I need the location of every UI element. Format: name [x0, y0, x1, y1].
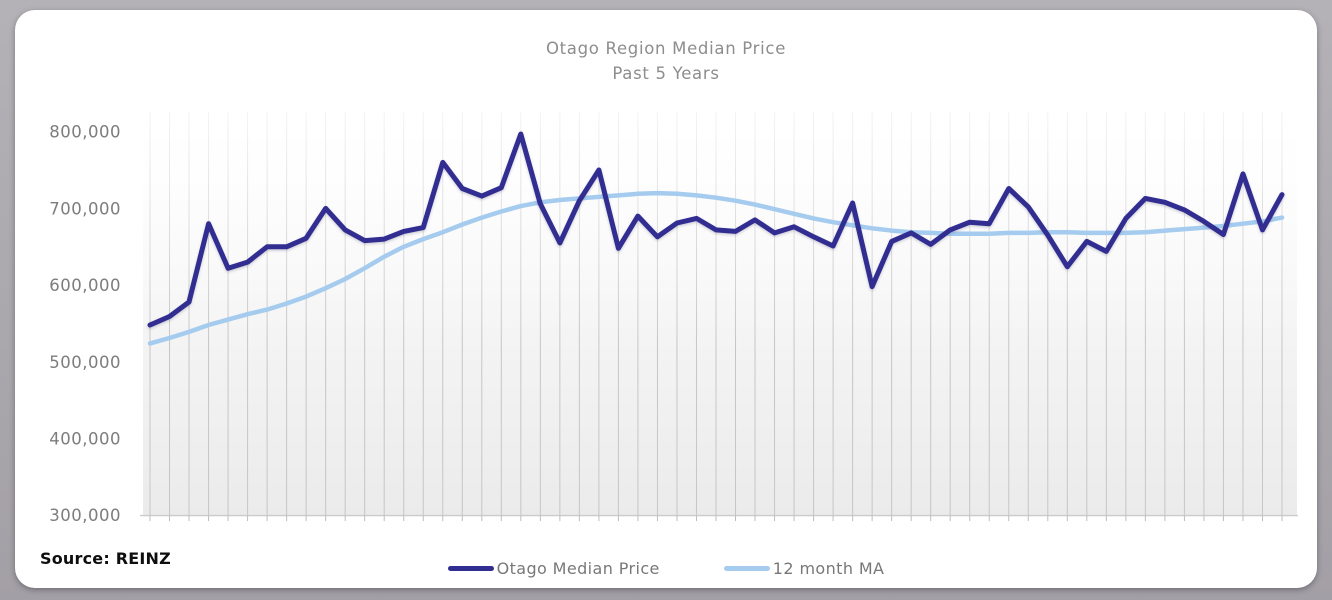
y-tick-label: 800,000 — [49, 123, 121, 142]
legend-swatch-12-month-ma — [723, 566, 770, 571]
legend-swatch-median-price — [447, 566, 494, 571]
legend-item-12-month-ma: 12 month MA — [723, 559, 885, 578]
median-price-line — [147, 131, 1285, 328]
y-tick-label: 700,000 — [49, 199, 121, 218]
y-tick-label: 600,000 — [49, 276, 121, 295]
data-series — [147, 131, 1285, 346]
moving-average-line — [147, 190, 1285, 346]
source-attribution: Source: REINZ — [40, 549, 171, 568]
x-axis — [140, 514, 1298, 522]
legend-item-median-price: Otago Median Price — [447, 559, 660, 578]
legend-label-median-price: Otago Median Price — [496, 559, 660, 578]
chart-title-line1: Otago Region Median Price — [545, 39, 787, 58]
y-axis-labels: 800,000 700,000 600,000 500,000 400,000 300,0… — [49, 123, 121, 526]
y-tick-label: 400,000 — [49, 430, 121, 449]
legend-label-12-month-ma: 12 month MA — [772, 559, 885, 578]
chart-title: Otago Region Median Price Past 5 Years — [15, 36, 1317, 86]
chart-legend: Otago Median Price 12 month MA — [15, 559, 1317, 578]
gridline-fade-overlay — [143, 112, 1297, 342]
y-tick-label: 500,000 — [49, 353, 121, 372]
y-tick-label: 300,000 — [49, 506, 121, 525]
chart-title-line2: Past 5 Years — [612, 64, 720, 83]
